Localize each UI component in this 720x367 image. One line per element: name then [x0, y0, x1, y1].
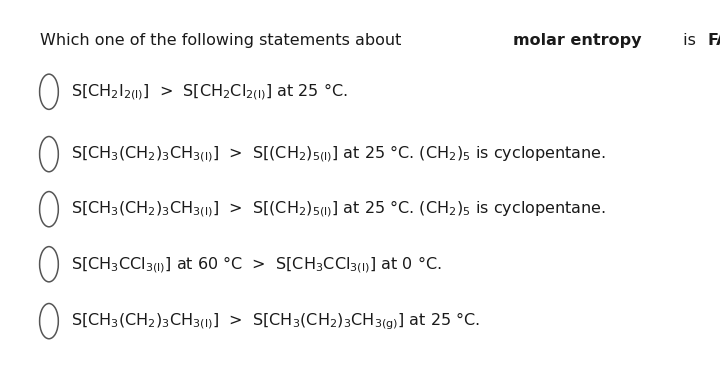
Text: $\mathregular{S[CH_3(CH_2)_3CH_{3(l)}]}$  >  $\mathregular{S[(CH_2)_{5(l)}]}$ at: $\mathregular{S[CH_3(CH_2)_3CH_{3(l)}]}$… — [71, 199, 606, 219]
Text: molar entropy: molar entropy — [513, 33, 641, 48]
Text: is: is — [678, 33, 701, 48]
Text: $\mathregular{S[CH_3(CH_2)_3CH_{3(l)}]}$  >  $\mathregular{S[(CH_2)_{5(l)}]}$ at: $\mathregular{S[CH_3(CH_2)_3CH_{3(l)}]}$… — [71, 144, 606, 164]
Text: $\mathregular{S[CH_3CCl_{3(l)}]}$ at 60 °C  >  $\mathregular{S[CH_3CCl_{3(l)}]}$: $\mathregular{S[CH_3CCl_{3(l)}]}$ at 60 … — [71, 254, 441, 275]
Text: FALSE?: FALSE? — [708, 33, 720, 48]
Text: $\mathregular{S[CH_3(CH_2)_3CH_{3(l)}]}$  >  $\mathregular{S[CH_3(CH_2)_3CH_{3(g: $\mathregular{S[CH_3(CH_2)_3CH_{3(l)}]}$… — [71, 310, 480, 332]
Text: Which one of the following statements about: Which one of the following statements ab… — [40, 33, 406, 48]
Text: $\mathregular{S[CH_2I_{2(l)}]}$  >  $\mathregular{S[CH_2Cl_{2(l)}]}$ at 25 °C.: $\mathregular{S[CH_2I_{2(l)}]}$ > $\math… — [71, 81, 347, 102]
